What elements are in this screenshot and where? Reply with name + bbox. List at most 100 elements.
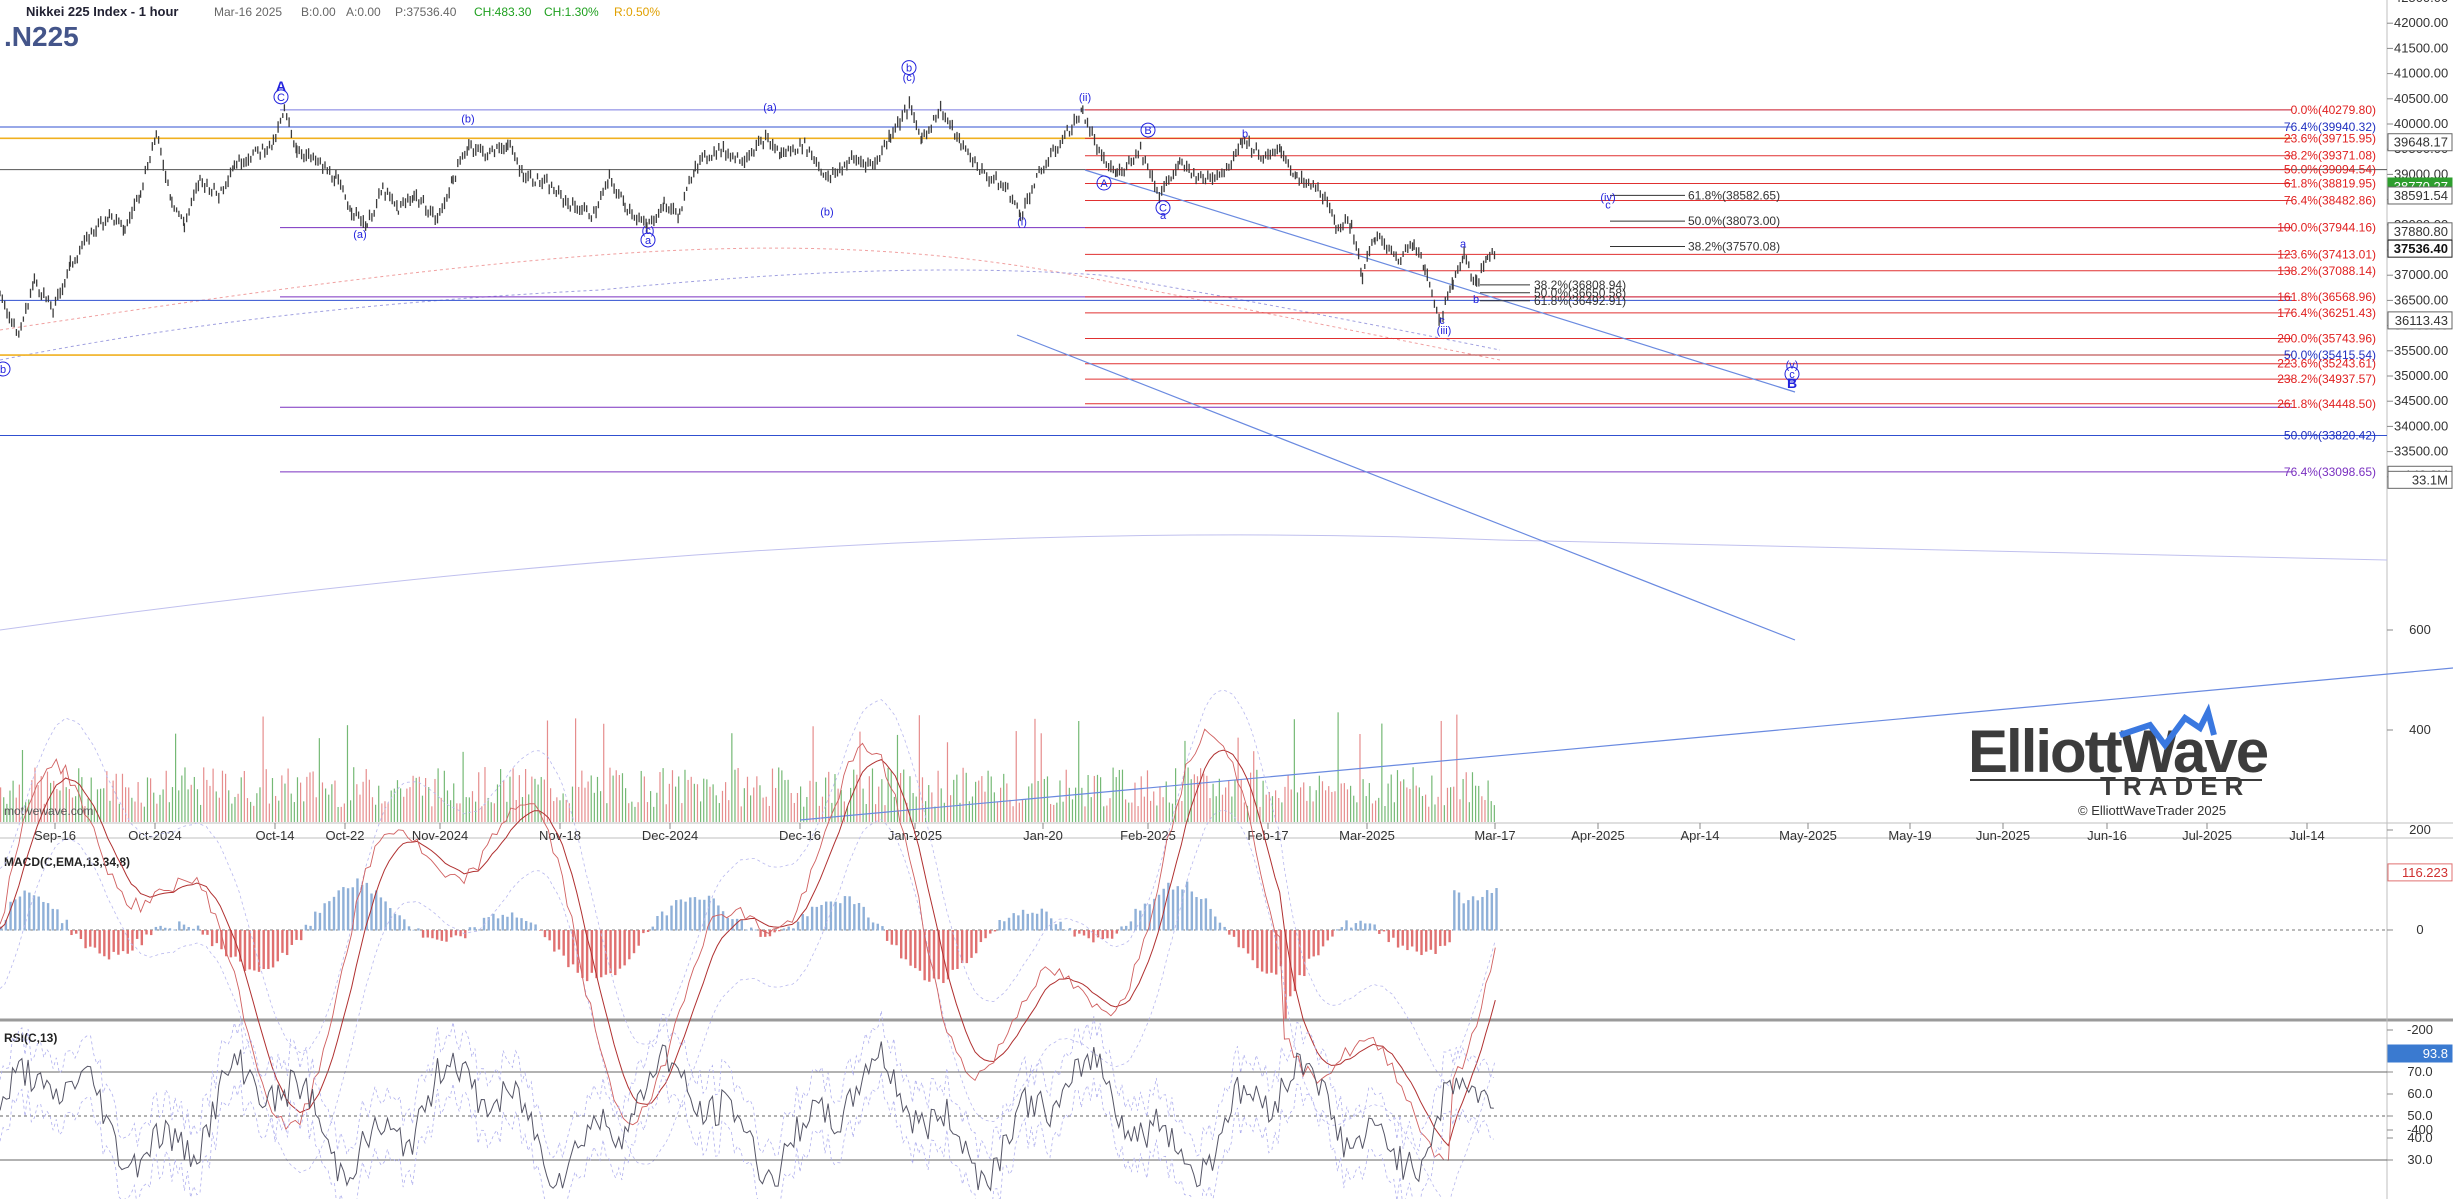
price-badge: 37880.80 (2394, 224, 2448, 239)
wave-labels: AC(a)(b)(c)a(a)(b)b(c)(i)(ii)ABCab(iv)ca… (0, 60, 1800, 391)
horizontal-levels (0, 109, 2387, 473)
x-tick-label: Apr-2025 (1571, 828, 1624, 843)
moving-averages (0, 247, 2388, 631)
macd-last-value: 116.223 (2402, 865, 2448, 880)
x-tick-label: Oct-14 (255, 828, 294, 843)
fib-label: 50.0%(33820.42) (2284, 428, 2376, 442)
macd-tick-label: 0 (2416, 922, 2423, 937)
fib-label: 38.2%(39371.08) (2284, 149, 2376, 163)
x-tick-label: Feb-17 (1247, 828, 1288, 843)
x-tick-label: Jan-2025 (888, 828, 942, 843)
wave-label: a (1460, 238, 1467, 250)
x-tick-label: May-19 (1888, 828, 1931, 843)
fib-label: 76.4%(39940.32) (2284, 120, 2376, 134)
y-tick-label: 36500.00 (2394, 292, 2448, 307)
fib-label: 0.0%(40279.80) (2291, 103, 2376, 117)
wave-label: (v) (1786, 359, 1799, 371)
fib-label: 123.6%(37413.01) (2277, 247, 2376, 261)
logo-copyright: © ElliottWaveTrader 2025 (2078, 803, 2226, 818)
elliottwave-logo: ElliottWave TRADER © ElliottWaveTrader 2… (1968, 703, 2270, 818)
fib-label: 223.6%(35243.61) (2277, 357, 2376, 371)
wave-label: b (1242, 129, 1248, 141)
watermark: motivewave.com (4, 804, 93, 818)
x-tick-label: Jul-2025 (2182, 828, 2232, 843)
x-tick-label: Dec-2024 (642, 828, 698, 843)
macd-tick-label: -200 (2407, 1022, 2433, 1037)
rsi-panel: RSI(C,13) 70.0 60.0 50.0 40.0 30.0 93.8 (0, 1010, 2453, 1199)
fib-label: 23.6%(39715.95) (2284, 131, 2376, 145)
x-tick-label: May-2025 (1779, 828, 1837, 843)
channel-line-upper (1084, 169, 1796, 393)
trend-channels (799, 169, 2453, 821)
y-tick-label: 34000.00 (2394, 418, 2448, 433)
x-tick-label: Oct-22 (325, 828, 364, 843)
logo-sub: TRADER (2100, 771, 2250, 801)
wave-label: C (277, 92, 285, 104)
wave-label: (a) (763, 102, 776, 114)
x-tick-label: Jun-16 (2087, 828, 2127, 843)
chart-bid: B:0.00 (301, 5, 336, 19)
x-tick-label: Jan-20 (1023, 828, 1063, 843)
price-series (0, 96, 1496, 338)
logo-name: ElliottWave (1968, 718, 2268, 785)
fib-label: 50.0%(39094.54) (2284, 163, 2376, 177)
wave-label: A (1100, 178, 1108, 190)
y-tick-label: 40500.00 (2394, 91, 2448, 106)
fib-label: 200.0%(35743.96) (2277, 332, 2376, 346)
wave-label: b (1473, 294, 1479, 306)
y-tick-label: 42500.00 (2394, 0, 2448, 5)
price-badge: 37536.40 (2394, 241, 2448, 256)
inner-fib-label: 50.0%(36650.58) (1534, 286, 1626, 300)
inner-fib-label: 38.2%(36808.94) (1534, 278, 1626, 292)
x-tick-label: Sep-16 (34, 828, 76, 843)
y-tick-label: 41000.00 (2394, 66, 2448, 81)
fib-label: 238.2%(34937.57) (2277, 372, 2376, 386)
wave-label: (iii) (1437, 325, 1452, 337)
logo-wave-icon (2119, 703, 2217, 751)
wave-label: B (1144, 125, 1151, 137)
rsi-title: RSI(C,13) (4, 1031, 57, 1045)
volume-bars (0, 712, 1495, 822)
price-badge: 39648.17 (2394, 135, 2448, 150)
rsi-tick-label: 30.0 (2407, 1152, 2432, 1167)
rsi-tick-label: 40.0 (2407, 1130, 2432, 1145)
wave-label: (iv) (1600, 192, 1615, 204)
wave-label: c (1605, 200, 1611, 212)
inner-fib-label: 38.2%(37570.08) (1688, 239, 1780, 253)
y-tick-label: 33500.00 (2394, 444, 2448, 459)
macd-tick-label: 400 (2409, 722, 2431, 737)
x-tick-label: Oct-2024 (128, 828, 181, 843)
wave-label: (b) (820, 207, 833, 219)
fib-label: 161.8%(36568.96) (2277, 290, 2376, 304)
x-tick-label: Jul-14 (2289, 828, 2324, 843)
fib-label: 50.0%(35415.54) (2284, 348, 2376, 362)
y-tick-label: 34500.00 (2394, 393, 2448, 408)
fib-label: 138.2%(37088.14) (2277, 264, 2376, 278)
channel-line-long (799, 667, 2453, 821)
x-tick-label: Mar-2025 (1339, 828, 1395, 843)
x-tick-label: Apr-14 (1680, 828, 1719, 843)
chart-change: CH:483.30 (474, 5, 532, 19)
x-tick-label: Mar-17 (1474, 828, 1515, 843)
rsi-tick-label: 50.0 (2407, 1108, 2432, 1123)
wave-label: a (1160, 210, 1167, 222)
chart-ask: A:0.00 (346, 5, 381, 19)
wave-label: B (1787, 375, 1797, 391)
price-badges: 39648.1738770.2738591.5437880.8037536.40… (2387, 133, 2453, 489)
y-tick-label: 41500.00 (2394, 40, 2448, 55)
y-tick-label: 35500.00 (2394, 343, 2448, 358)
x-tick-label: Nov-18 (539, 828, 581, 843)
chart-symbol: .N225 (4, 21, 79, 52)
x-tick-label: Feb-2025 (1120, 828, 1176, 843)
price-badge: 36113.43 (2395, 313, 2448, 328)
wave-label: A (276, 78, 286, 94)
fib-label: 76.4%(38482.86) (2284, 193, 2376, 207)
x-tick-label: Nov-2024 (412, 828, 468, 843)
fib-label: 100.0%(37944.16) (2277, 221, 2376, 235)
chart-price: P:37536.40 (395, 5, 457, 19)
chart-range: R:0.50% (614, 5, 660, 19)
wave-label: (c) (903, 72, 916, 84)
inner-fib-lines: 61.8%(38582.65) 50.0%(38073.00) 38.2%(3757… (1480, 188, 1780, 308)
chart-header: Nikkei 225 Index - 1 hour Mar-16 2025 B:… (4, 4, 660, 818)
price-badge: 38591.54 (2394, 188, 2448, 203)
